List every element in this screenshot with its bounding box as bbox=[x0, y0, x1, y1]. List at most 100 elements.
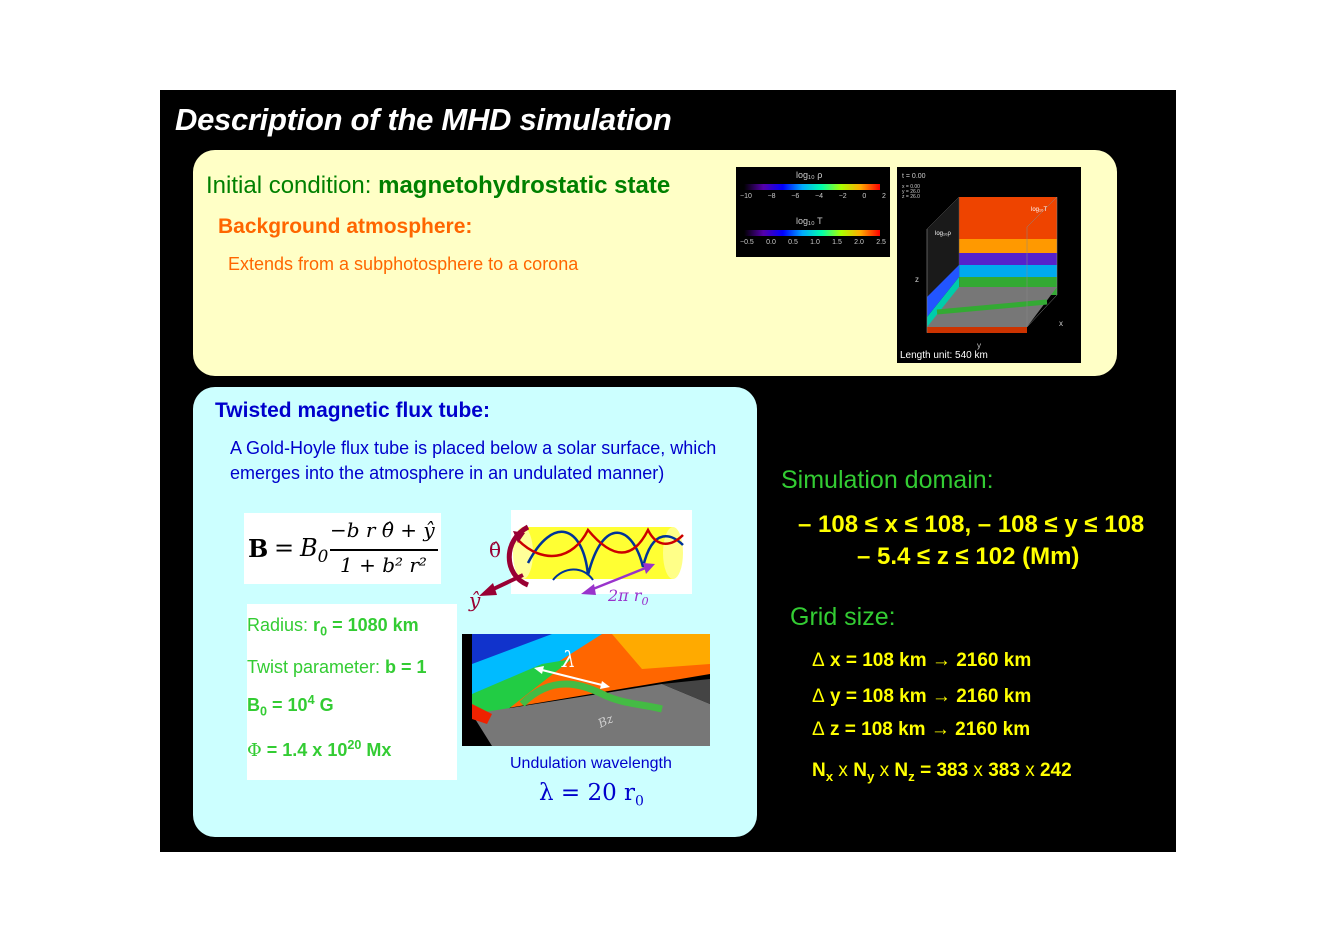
slide: Description of the MHD simulation Initia… bbox=[160, 90, 1176, 852]
atmosphere-cube-image bbox=[926, 196, 1058, 333]
atmosphere-cube-figure: t = 0.00 x = 0.00 y = 26.0 z = 26.0 log₁… bbox=[897, 167, 1081, 363]
phi-sup: 20 bbox=[347, 738, 362, 752]
grid-dz: Δ z = 108 km → 2160 km bbox=[812, 719, 1030, 741]
twist-value: b = 1 bbox=[385, 657, 427, 677]
grid-dx-text: x = 108 km → 2160 km bbox=[829, 650, 1032, 671]
colorbars-figure: log₁₀ ρ −10 −8 −6 −4 −2 0 2 log₁₀ T −0.5… bbox=[736, 167, 890, 257]
times: x bbox=[1019, 760, 1040, 781]
fluxtube-text-line2: emerges into the atmosphere in an undula… bbox=[230, 463, 665, 483]
fluxtube-illustration bbox=[479, 524, 684, 596]
cube-axis-y: y bbox=[977, 341, 981, 350]
undulation-image bbox=[472, 634, 710, 746]
initial-condition-label: Initial condition: bbox=[206, 172, 379, 199]
cube-coord: z = 26.0 bbox=[902, 194, 920, 200]
cube-label-rho: log₁₀ρ bbox=[935, 231, 951, 237]
rho-tick: −2 bbox=[838, 193, 847, 200]
radius-sub: 0 bbox=[320, 624, 328, 639]
grid-counts: Nx x Ny x Nz = 383 x 383 x 242 bbox=[812, 760, 1072, 784]
grid-dz-text: z = 108 km → 2160 km bbox=[829, 719, 1031, 740]
radius-r: r bbox=[313, 615, 321, 635]
domain-line1: – 108 ≤ x ≤ 108, – 108 ≤ y ≤ 108 bbox=[798, 511, 1145, 538]
t-tick: 1.5 bbox=[832, 239, 842, 246]
eq-B0: B0 bbox=[300, 534, 328, 566]
two-pi-r-sub: 0 bbox=[641, 595, 649, 609]
phi-line: Φ = 1.4 x 1020 Mx bbox=[247, 738, 391, 761]
two-pi-r-text: 2π r bbox=[608, 586, 642, 605]
initial-condition-value: magnetohydrostatic state bbox=[378, 172, 671, 199]
radius-value: = 1080 km bbox=[327, 615, 419, 635]
initial-condition-line: Initial condition: magnetohydrostatic st… bbox=[206, 172, 670, 200]
rho-colorbar bbox=[744, 184, 880, 190]
cube-coord: y = 26.0 bbox=[902, 189, 920, 195]
cube-axis-x: x bbox=[1059, 319, 1063, 328]
radius-value-group: r0 = 1080 km bbox=[313, 615, 419, 639]
length-unit: Length unit: 540 km bbox=[900, 350, 988, 361]
eq-denominator: 1 + b² r² bbox=[340, 553, 427, 577]
radius-line: Radius: r0 = 1080 km bbox=[247, 615, 419, 639]
t-tick: 2.5 bbox=[876, 239, 886, 246]
rho-tick: −10 bbox=[740, 193, 752, 200]
rho-ticks: −10 −8 −6 −4 −2 0 2 bbox=[740, 193, 886, 200]
t-tick: 2.0 bbox=[854, 239, 864, 246]
cube-coords: x = 0.00 y = 26.0 z = 26.0 bbox=[902, 185, 920, 200]
rho-colorbar-label: log₁₀ ρ bbox=[796, 170, 823, 180]
b0-letter: B bbox=[247, 695, 260, 715]
cube-time: t = 0.00 bbox=[902, 173, 926, 180]
rho-tick: −4 bbox=[815, 193, 823, 200]
t-ticks: −0.5 0.0 0.5 1.0 1.5 2.0 2.5 bbox=[740, 239, 886, 246]
undulation-figure: λ Bz bbox=[462, 634, 710, 746]
fluxtube-panel: Twisted magnetic flux tube: A Gold-Hoyle… bbox=[193, 387, 757, 837]
eq-B0-letter: B bbox=[300, 534, 318, 562]
grid-dx: Δ x = 108 km → 2160 km bbox=[812, 650, 1031, 672]
times: x bbox=[968, 760, 989, 781]
t-tick: 0.0 bbox=[766, 239, 776, 246]
t-colorbar-label: log₁₀ T bbox=[796, 216, 823, 226]
b0-line: B0 = 104 G bbox=[247, 693, 334, 719]
t-tick: 0.5 bbox=[788, 239, 798, 246]
ny: N bbox=[853, 760, 867, 781]
field-equation: B = B0 −b r θ̂ + ŷ 1 + b² r² bbox=[244, 513, 441, 584]
times: x bbox=[874, 760, 895, 781]
lambda-eq-text: λ = 20 r bbox=[539, 780, 636, 806]
theta-hat-label: θ̂ bbox=[489, 538, 502, 562]
fluxtube-heading: Twisted magnetic flux tube: bbox=[215, 399, 490, 422]
cube-axis-z: z bbox=[915, 275, 919, 284]
b0-eq: = 10 bbox=[267, 695, 308, 715]
cube-label-T: log₁₀T bbox=[1031, 207, 1048, 213]
y-hat-label: ŷ bbox=[469, 588, 481, 612]
t-tick: 1.0 bbox=[810, 239, 820, 246]
times: x bbox=[833, 760, 854, 781]
cube-coord: x = 0.00 bbox=[902, 184, 920, 190]
lambda-equation: λ = 20 r0 bbox=[539, 780, 644, 810]
delta-symbol: Δ bbox=[812, 719, 825, 740]
nx-sub: x bbox=[825, 768, 834, 784]
fluxtube-text-line1: A Gold-Hoyle flux tube is placed below a… bbox=[230, 438, 717, 458]
grid-heading: Grid size: bbox=[790, 603, 896, 631]
domain-heading: Simulation domain: bbox=[781, 466, 994, 494]
background-text: Extends from a subphotosphere to a coron… bbox=[228, 254, 579, 274]
t-tick: −0.5 bbox=[740, 239, 754, 246]
n-v2: 383 bbox=[988, 760, 1020, 781]
b0-sup: 4 bbox=[307, 693, 315, 707]
twist-line: Twist parameter: b = 1 bbox=[247, 657, 427, 678]
nx: N bbox=[812, 760, 826, 781]
two-pi-r0-label: 2π r0 bbox=[608, 586, 649, 608]
domain-line2: – 5.4 ≤ z ≤ 102 (Mm) bbox=[857, 543, 1080, 570]
nz: N bbox=[894, 760, 909, 781]
t-colorbar bbox=[744, 230, 880, 236]
rho-tick: −8 bbox=[767, 193, 776, 200]
eq-numerator: −b r θ̂ + ŷ bbox=[330, 518, 435, 542]
background-heading: Background atmosphere: bbox=[218, 215, 473, 238]
delta-symbol: Δ bbox=[812, 686, 825, 707]
grid-dy: Δ y = 108 km → 2160 km bbox=[812, 686, 1031, 708]
grid-dy-text: y = 108 km → 2160 km bbox=[829, 686, 1032, 707]
n-v3: 242 bbox=[1039, 760, 1072, 781]
eq-fraction-bar bbox=[330, 549, 438, 551]
delta-symbol: Δ bbox=[812, 650, 825, 671]
undulation-label: Undulation wavelength bbox=[510, 755, 672, 772]
parameters-box: Radius: r0 = 1080 km Twist parameter: b … bbox=[247, 604, 457, 780]
slide-title: Description of the MHD simulation bbox=[175, 102, 672, 137]
lambda-symbol: λ bbox=[562, 648, 576, 673]
eq-B0-sub: 0 bbox=[317, 545, 329, 566]
rho-tick: 2 bbox=[882, 193, 886, 200]
